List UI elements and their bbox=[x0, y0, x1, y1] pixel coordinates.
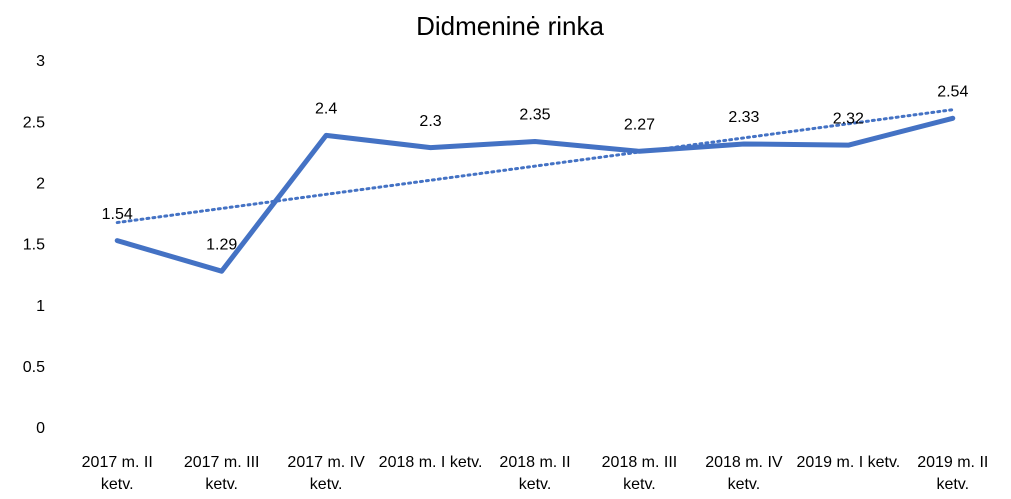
y-tick-label: 0.5 bbox=[23, 359, 45, 376]
x-tick-label: 2019 m. II ketv. bbox=[917, 454, 989, 493]
data-label: 1.54 bbox=[102, 206, 133, 223]
x-tick-label: 2018 m. I ketv. bbox=[378, 454, 483, 471]
x-tick-label: 2017 m. III ketv. bbox=[183, 454, 260, 493]
data-label: 2.32 bbox=[833, 110, 864, 127]
x-tick-label: 2018 m. II ketv. bbox=[499, 454, 571, 493]
y-tick-label: 3 bbox=[36, 53, 45, 70]
x-tick-label: 2017 m. IV ketv. bbox=[287, 454, 365, 493]
y-tick-label: 2 bbox=[36, 176, 45, 193]
y-tick-label: 1.5 bbox=[23, 237, 45, 254]
data-label: 1.29 bbox=[206, 236, 237, 253]
x-tick-label: 2018 m. III ketv. bbox=[601, 454, 678, 493]
y-tick-label: 1 bbox=[36, 298, 45, 315]
data-label: 2.4 bbox=[315, 101, 337, 118]
trendline bbox=[115, 108, 955, 225]
data-label: 2.35 bbox=[519, 107, 550, 124]
x-tick-label: 2018 m. IV ketv. bbox=[705, 454, 783, 493]
x-tick-label: 2019 m. I ketv. bbox=[796, 454, 901, 471]
chart-title: Didmeninė rinka bbox=[416, 11, 604, 41]
data-label: 2.33 bbox=[728, 109, 759, 126]
data-label: 2.27 bbox=[624, 117, 655, 134]
line-series bbox=[114, 115, 956, 274]
y-tick-label: 2.5 bbox=[23, 114, 45, 131]
y-tick-label: 0 bbox=[36, 420, 45, 437]
data-label: 2.3 bbox=[419, 113, 441, 130]
data-label: 2.54 bbox=[937, 83, 968, 100]
x-tick-label: 2017 m. II ketv. bbox=[81, 454, 153, 493]
